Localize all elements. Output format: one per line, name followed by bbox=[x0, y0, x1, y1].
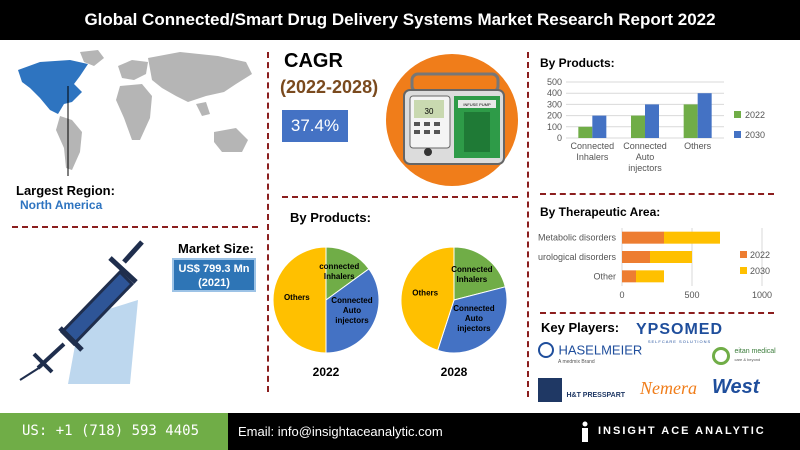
region-label: Largest Region: bbox=[16, 183, 115, 198]
bar-2022 bbox=[631, 115, 645, 138]
legend-label: 2030 bbox=[745, 130, 765, 140]
y-tick-label: Neurological disorders bbox=[538, 252, 616, 262]
footer-phone[interactable]: US: +1 (718) 593 4405 bbox=[0, 413, 228, 450]
haselmeier-tagline: A medmix Brand bbox=[558, 359, 595, 365]
bar-2022 bbox=[622, 251, 650, 263]
y-tick-label: Metabolic disorders bbox=[538, 233, 616, 243]
footer-brand: INSIGHT ACE ANALYTIC bbox=[598, 425, 766, 437]
bar-2022 bbox=[578, 126, 593, 138]
bar-2022 bbox=[622, 231, 664, 244]
cagr-title: CAGR bbox=[284, 50, 343, 72]
pie-slice bbox=[325, 246, 370, 301]
bar-2030 bbox=[645, 104, 659, 138]
haselmeier-logo: HASELMEIER A medmix Brand bbox=[538, 341, 642, 365]
bar-2030 bbox=[592, 115, 607, 138]
footer-email[interactable]: Email: info@insightaceanalytic.com bbox=[238, 424, 443, 439]
insight-ace-logo-icon bbox=[582, 421, 588, 442]
pie-slice bbox=[436, 286, 508, 354]
bar-2030 bbox=[697, 93, 712, 138]
eitan-logo: eitan medical care & beyond bbox=[712, 347, 776, 365]
x-tick-label: Others bbox=[684, 141, 712, 151]
pump-label: INFUSE PUMP bbox=[463, 102, 491, 107]
pie-slice bbox=[400, 246, 455, 352]
y-tick-label: 400 bbox=[547, 88, 562, 98]
cagr-years: (2022-2028) bbox=[280, 77, 379, 97]
legend-label: 2022 bbox=[745, 110, 765, 120]
therapeutic-chart-title: By Therapeutic Area: bbox=[540, 205, 661, 219]
pie-year-label: 2022 bbox=[313, 365, 340, 379]
pie-slice-label: Others bbox=[284, 293, 310, 302]
pie-charts: connected Inhalers Connected Auto injectors O… bbox=[272, 246, 508, 379]
x-tick-label: 0 bbox=[619, 290, 624, 300]
therapeutic-bar-chart: 0 500 1000 Metabolic disorders Neurological … bbox=[538, 228, 772, 300]
bar-2030 bbox=[664, 231, 720, 244]
bar-2030 bbox=[636, 270, 664, 283]
bar-2022 bbox=[622, 270, 636, 283]
x-tick-label: Connected Auto injectors bbox=[623, 141, 667, 173]
eitan-tagline: care & beyond bbox=[734, 357, 761, 362]
ypsomed-name: YPSOMED bbox=[636, 321, 724, 338]
legend-label: 2030 bbox=[750, 266, 770, 276]
divider-right bbox=[527, 52, 529, 397]
nemera-logo: Nemera bbox=[640, 378, 697, 398]
x-tick-label: 1000 bbox=[752, 290, 772, 300]
pie-slice bbox=[325, 268, 380, 354]
pie-slice-label: Connected Auto injectors bbox=[453, 304, 494, 333]
eitan-icon bbox=[712, 347, 730, 365]
legend-label: 2022 bbox=[750, 250, 770, 260]
x-tick-label: 500 bbox=[684, 290, 699, 300]
pie-slice-label: Connected Auto injectors bbox=[331, 296, 372, 325]
west-logo: West bbox=[712, 376, 760, 398]
pie-slice-label: Connected Inhalers bbox=[451, 265, 492, 284]
market-size-value: US$ 799.3 Mn bbox=[178, 263, 250, 275]
divider-right-mid bbox=[540, 312, 774, 314]
haselmeier-name: HASELMEIER bbox=[558, 342, 643, 358]
y-tick-label: 0 bbox=[557, 133, 562, 143]
x-tick-label: Connected Inhalers bbox=[571, 141, 615, 162]
infusion-pump-icon: 30 INFUSE PUMP bbox=[386, 54, 518, 186]
pie-slice bbox=[272, 246, 327, 354]
legend-swatch bbox=[740, 251, 747, 258]
market-size-year: (2021) bbox=[198, 277, 230, 289]
y-tick-label: 100 bbox=[547, 122, 562, 132]
eitan-name: eitan medical bbox=[734, 348, 776, 355]
pump-screen-number: 30 bbox=[425, 107, 434, 116]
y-tick-label: Other bbox=[593, 271, 616, 281]
syringe-icon bbox=[19, 240, 144, 384]
y-tick-label: 500 bbox=[547, 77, 562, 87]
pie-year-label: 2028 bbox=[441, 365, 468, 379]
pies-title: By Products: bbox=[290, 210, 371, 225]
market-size-box: US$ 799.3 Mn (2021) bbox=[172, 258, 256, 292]
legend-swatch bbox=[734, 111, 741, 118]
legend-swatch bbox=[734, 131, 741, 138]
divider-left bbox=[267, 52, 269, 392]
ht-presspart-icon bbox=[538, 378, 562, 402]
divider-right-top bbox=[540, 193, 774, 195]
y-tick-label: 200 bbox=[547, 111, 562, 121]
y-tick-label: 300 bbox=[547, 99, 562, 109]
pie-slice-label: Others bbox=[412, 288, 438, 297]
bar-2030 bbox=[650, 251, 692, 263]
bar-2022 bbox=[683, 104, 698, 138]
divider-center-mid bbox=[282, 196, 518, 198]
products-chart-title: By Products: bbox=[540, 56, 615, 70]
ypsomed-logo: YPSOMED SELFCARE SOLUTIONS bbox=[636, 321, 723, 344]
divider-left-mid bbox=[12, 226, 258, 228]
report-title: Global Connected/Smart Drug Delivery Sys… bbox=[0, 0, 800, 40]
ht-presspart-name: H&T PRESSPART bbox=[566, 392, 626, 399]
region-value: North America bbox=[20, 198, 103, 212]
haselmeier-icon bbox=[538, 341, 554, 358]
key-players-title: Key Players: bbox=[541, 320, 620, 335]
ht-presspart-logo: H&T PRESSPART bbox=[538, 378, 625, 402]
market-size-label: Market Size: bbox=[178, 241, 254, 256]
pie-slice bbox=[453, 246, 506, 301]
ypsomed-tagline: SELFCARE SOLUTIONS bbox=[647, 339, 712, 344]
legend-swatch bbox=[740, 267, 747, 274]
cagr-value: 37.4% bbox=[282, 110, 348, 142]
pie-slice-label: connected Inhalers bbox=[319, 262, 359, 281]
world-map-icon bbox=[18, 50, 252, 176]
